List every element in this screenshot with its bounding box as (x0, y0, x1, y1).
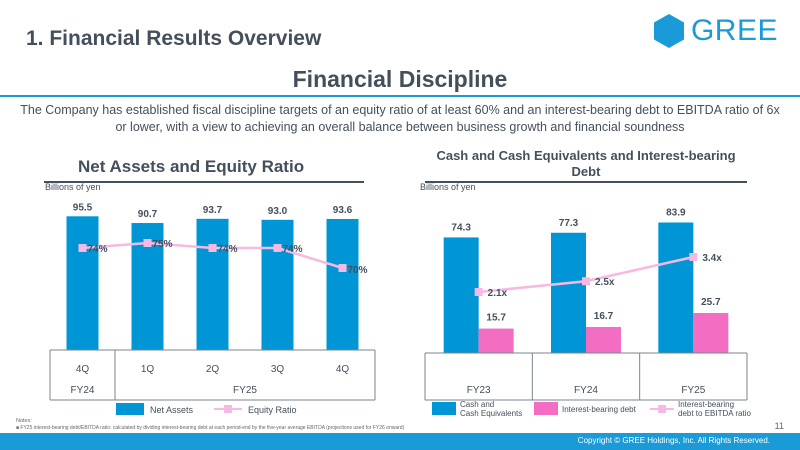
x-tick-label: 4Q (76, 364, 90, 375)
cash-label: 77.3 (559, 218, 579, 229)
cash-bar (658, 222, 694, 353)
left-chart-title-underline (44, 181, 364, 183)
equity-ratio-label: 75% (153, 239, 173, 250)
title-divider (0, 95, 800, 97)
net-assets-bar (326, 218, 359, 350)
ebitda-ratio-label: 3.4x (702, 253, 722, 264)
ebitda-ratio-marker (582, 277, 590, 286)
description-text: The Company has established fiscal disci… (20, 103, 780, 134)
legend-swatch-net-assets (116, 403, 144, 415)
legend-label-ratio-1: Interest-bearing (678, 400, 734, 409)
net-assets-bar (261, 219, 294, 350)
hexagon-logo-icon (653, 14, 684, 48)
x-tick-label: 2Q (206, 364, 220, 375)
x-tick-label: FY24 (574, 385, 598, 396)
copyright-text: Copyright © GREE Holdings, Inc. All Righ… (577, 436, 770, 445)
ebitda-ratio-label: 2.5x (595, 277, 615, 288)
equity-ratio-marker (78, 244, 87, 252)
legend-label-cash-1: Cash and (460, 400, 494, 409)
equity-ratio-label: 70% (348, 265, 368, 276)
equity-ratio-label: 74% (88, 244, 108, 255)
net-assets-bar (196, 218, 229, 350)
ebitda-ratio-marker (689, 253, 698, 261)
note-text: FY25 interest-bearing debt/EBITDA ratio:… (20, 425, 405, 431)
right-unit-label: Billions of yen (420, 182, 476, 192)
net-assets-label: 93.7 (203, 205, 223, 216)
equity-ratio-marker (143, 239, 152, 247)
cash-label: 83.9 (666, 207, 686, 218)
left-chart: 95.5 90.7 93.7 93.0 93.6 4Q 1Q 2Q 3Q 4Q FY24 FY25 74… (49, 202, 376, 415)
equity-ratio-marker (208, 244, 217, 252)
equity-ratio-marker (273, 244, 282, 252)
x-tick-label: 1Q (141, 364, 155, 375)
page-title: Financial Discipline (292, 66, 508, 92)
right-chart: 74.3 15.7 77.3 16.7 83.9 25.7 FY23 FY24 FY25 2.1x… (424, 207, 751, 418)
x-tick-label: 4Q (336, 364, 350, 375)
note-item: ■ FY25 interest-bearing debt/EBITDA rati… (16, 425, 405, 431)
debt-bar (586, 327, 621, 353)
x-tick-label: FY25 (681, 385, 705, 396)
left-unit-label: Billions of yen (45, 182, 101, 192)
legend-swatch-debt (534, 402, 558, 415)
right-chart-title-underline (425, 181, 747, 183)
legend-marker-equity-ratio (224, 405, 232, 413)
x-group-label: FY25 (233, 385, 257, 396)
x-tick-label: 3Q (271, 364, 285, 375)
gree-logo: GREE (651, 13, 778, 49)
footer-bar (0, 433, 800, 450)
equity-ratio-marker (338, 264, 347, 272)
net-assets-label: 95.5 (73, 202, 93, 213)
debt-label: 25.7 (701, 297, 721, 308)
debt-label: 16.7 (594, 311, 614, 322)
net-assets-label: 93.0 (268, 206, 288, 217)
equity-ratio-label: 74% (218, 244, 238, 255)
net-assets-label: 93.6 (333, 205, 353, 216)
x-group-label: FY24 (71, 385, 95, 396)
equity-ratio-label: 74% (283, 244, 303, 255)
page-number: 11 (774, 421, 784, 431)
legend-marker-ratio (658, 405, 666, 413)
legend-label-cash-2: Cash Equivalents (460, 409, 522, 418)
left-chart-title: Net Assets and Equity Ratio (78, 157, 305, 176)
cash-bar (443, 237, 479, 353)
debt-label: 15.7 (486, 313, 506, 324)
logo-text: GREE (690, 14, 778, 47)
notes-label: Notes: (16, 418, 32, 424)
debt-bar (693, 313, 729, 353)
legend-label-net-assets: Net Assets (150, 405, 194, 415)
net-assets-bar (66, 216, 99, 350)
ebitda-ratio-label: 2.1x (488, 288, 508, 299)
right-chart-title: Cash and Cash Equivalents and Interest-b… (436, 148, 736, 179)
legend-label-ratio-2: debt to EBITDA ratio (678, 409, 751, 418)
section-title: 1. Financial Results Overview (26, 27, 322, 50)
x-tick-label: FY23 (467, 385, 491, 396)
legend-label-equity-ratio: Equity Ratio (248, 405, 297, 415)
legend-swatch-cash (432, 402, 456, 415)
ebitda-ratio-marker (474, 288, 483, 296)
net-assets-label: 90.7 (138, 209, 158, 220)
cash-label: 74.3 (451, 222, 471, 233)
cash-bar (551, 232, 586, 353)
debt-bar (478, 328, 514, 353)
legend-label-debt: Interest-bearing debt (562, 405, 637, 414)
